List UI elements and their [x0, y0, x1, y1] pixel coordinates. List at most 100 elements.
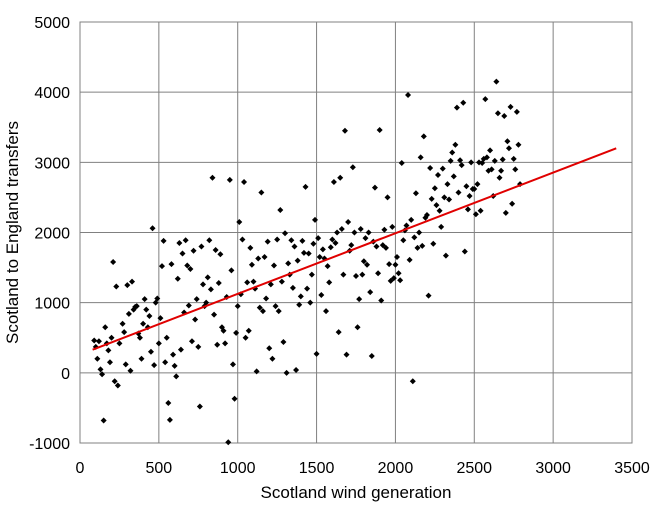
data-point: [468, 159, 475, 166]
data-point: [362, 235, 369, 242]
data-point: [259, 308, 266, 315]
data-point: [288, 237, 295, 244]
data-point: [207, 286, 214, 293]
data-point: [127, 367, 134, 374]
data-point: [215, 280, 222, 287]
data-point: [496, 174, 503, 181]
data-point: [498, 167, 505, 174]
data-point: [283, 369, 290, 376]
data-point: [179, 250, 186, 257]
data-point: [291, 243, 298, 250]
data-point: [504, 138, 511, 145]
data-point: [225, 439, 232, 446]
data-point: [501, 113, 508, 120]
data-point: [113, 283, 120, 290]
data-point: [414, 244, 421, 251]
data-point: [140, 320, 147, 327]
data-point: [416, 229, 423, 236]
data-point: [203, 299, 210, 306]
data-point: [236, 218, 243, 225]
data-point: [229, 361, 236, 368]
data-point: [384, 194, 391, 201]
data-point: [133, 303, 140, 310]
data-point: [318, 291, 325, 298]
data-point: [258, 189, 265, 196]
data-point: [357, 225, 364, 232]
data-point: [282, 230, 289, 237]
data-point: [122, 361, 129, 368]
data-point: [174, 275, 181, 282]
data-point: [444, 181, 451, 188]
data-point: [300, 249, 307, 256]
data-point: [389, 223, 396, 230]
data-point: [340, 271, 347, 278]
data-point: [136, 334, 143, 341]
data-point: [386, 261, 393, 268]
data-point: [392, 261, 399, 268]
data-point: [270, 262, 277, 269]
x-tick-label: 500: [146, 460, 173, 477]
data-point: [513, 108, 520, 115]
data-point: [436, 207, 443, 214]
data-point: [173, 373, 180, 380]
data-point: [507, 103, 514, 110]
data-point: [94, 355, 101, 362]
data-point: [365, 229, 372, 236]
data-point: [417, 154, 424, 161]
data-point: [427, 164, 434, 171]
x-axis-tick-labels: 0 500 1000 1500 2000 2500 3000 3500: [76, 460, 650, 477]
data-point: [106, 359, 113, 366]
data-point: [308, 271, 315, 278]
data-point: [499, 156, 506, 163]
y-tick-label: 0: [61, 366, 70, 383]
data-point: [356, 296, 363, 303]
data-point: [447, 157, 454, 164]
data-point: [395, 270, 402, 277]
data-point: [471, 185, 478, 192]
data-point: [274, 236, 281, 243]
data-point: [241, 178, 248, 185]
data-point: [453, 104, 460, 111]
data-point: [296, 301, 303, 308]
data-point: [394, 254, 401, 261]
data-point: [337, 174, 344, 181]
data-point: [269, 355, 276, 362]
data-point: [464, 206, 471, 213]
y-tick-label: -1000: [29, 436, 70, 453]
x-tick-label: 2500: [456, 460, 492, 477]
data-point: [185, 302, 192, 309]
data-point: [264, 238, 271, 245]
data-point: [195, 343, 202, 350]
data-point: [316, 254, 323, 261]
data-point: [293, 367, 300, 374]
data-point: [192, 316, 199, 323]
data-point: [182, 237, 189, 244]
data-point: [266, 345, 273, 352]
data-point: [256, 304, 263, 311]
data-point: [311, 216, 318, 223]
data-point: [329, 236, 336, 243]
y-tick-label: 3000: [34, 155, 70, 172]
data-point: [406, 256, 413, 263]
data-point: [428, 195, 435, 202]
data-point: [425, 292, 432, 299]
data-point: [512, 166, 519, 173]
data-point: [345, 218, 352, 225]
data-point: [99, 371, 106, 378]
data-point: [278, 278, 285, 285]
data-point: [441, 194, 448, 201]
x-tick-label: 3500: [614, 460, 650, 477]
data-point: [190, 247, 197, 254]
data-point: [245, 327, 252, 334]
data-point: [482, 96, 489, 103]
data-point: [108, 334, 115, 341]
data-point: [307, 299, 314, 306]
data-point: [100, 417, 107, 424]
data-point: [493, 78, 500, 85]
data-point: [419, 242, 426, 249]
data-point: [231, 395, 238, 402]
data-point: [341, 127, 348, 134]
data-point: [206, 237, 213, 244]
data-point: [408, 216, 415, 223]
data-point: [458, 162, 465, 169]
